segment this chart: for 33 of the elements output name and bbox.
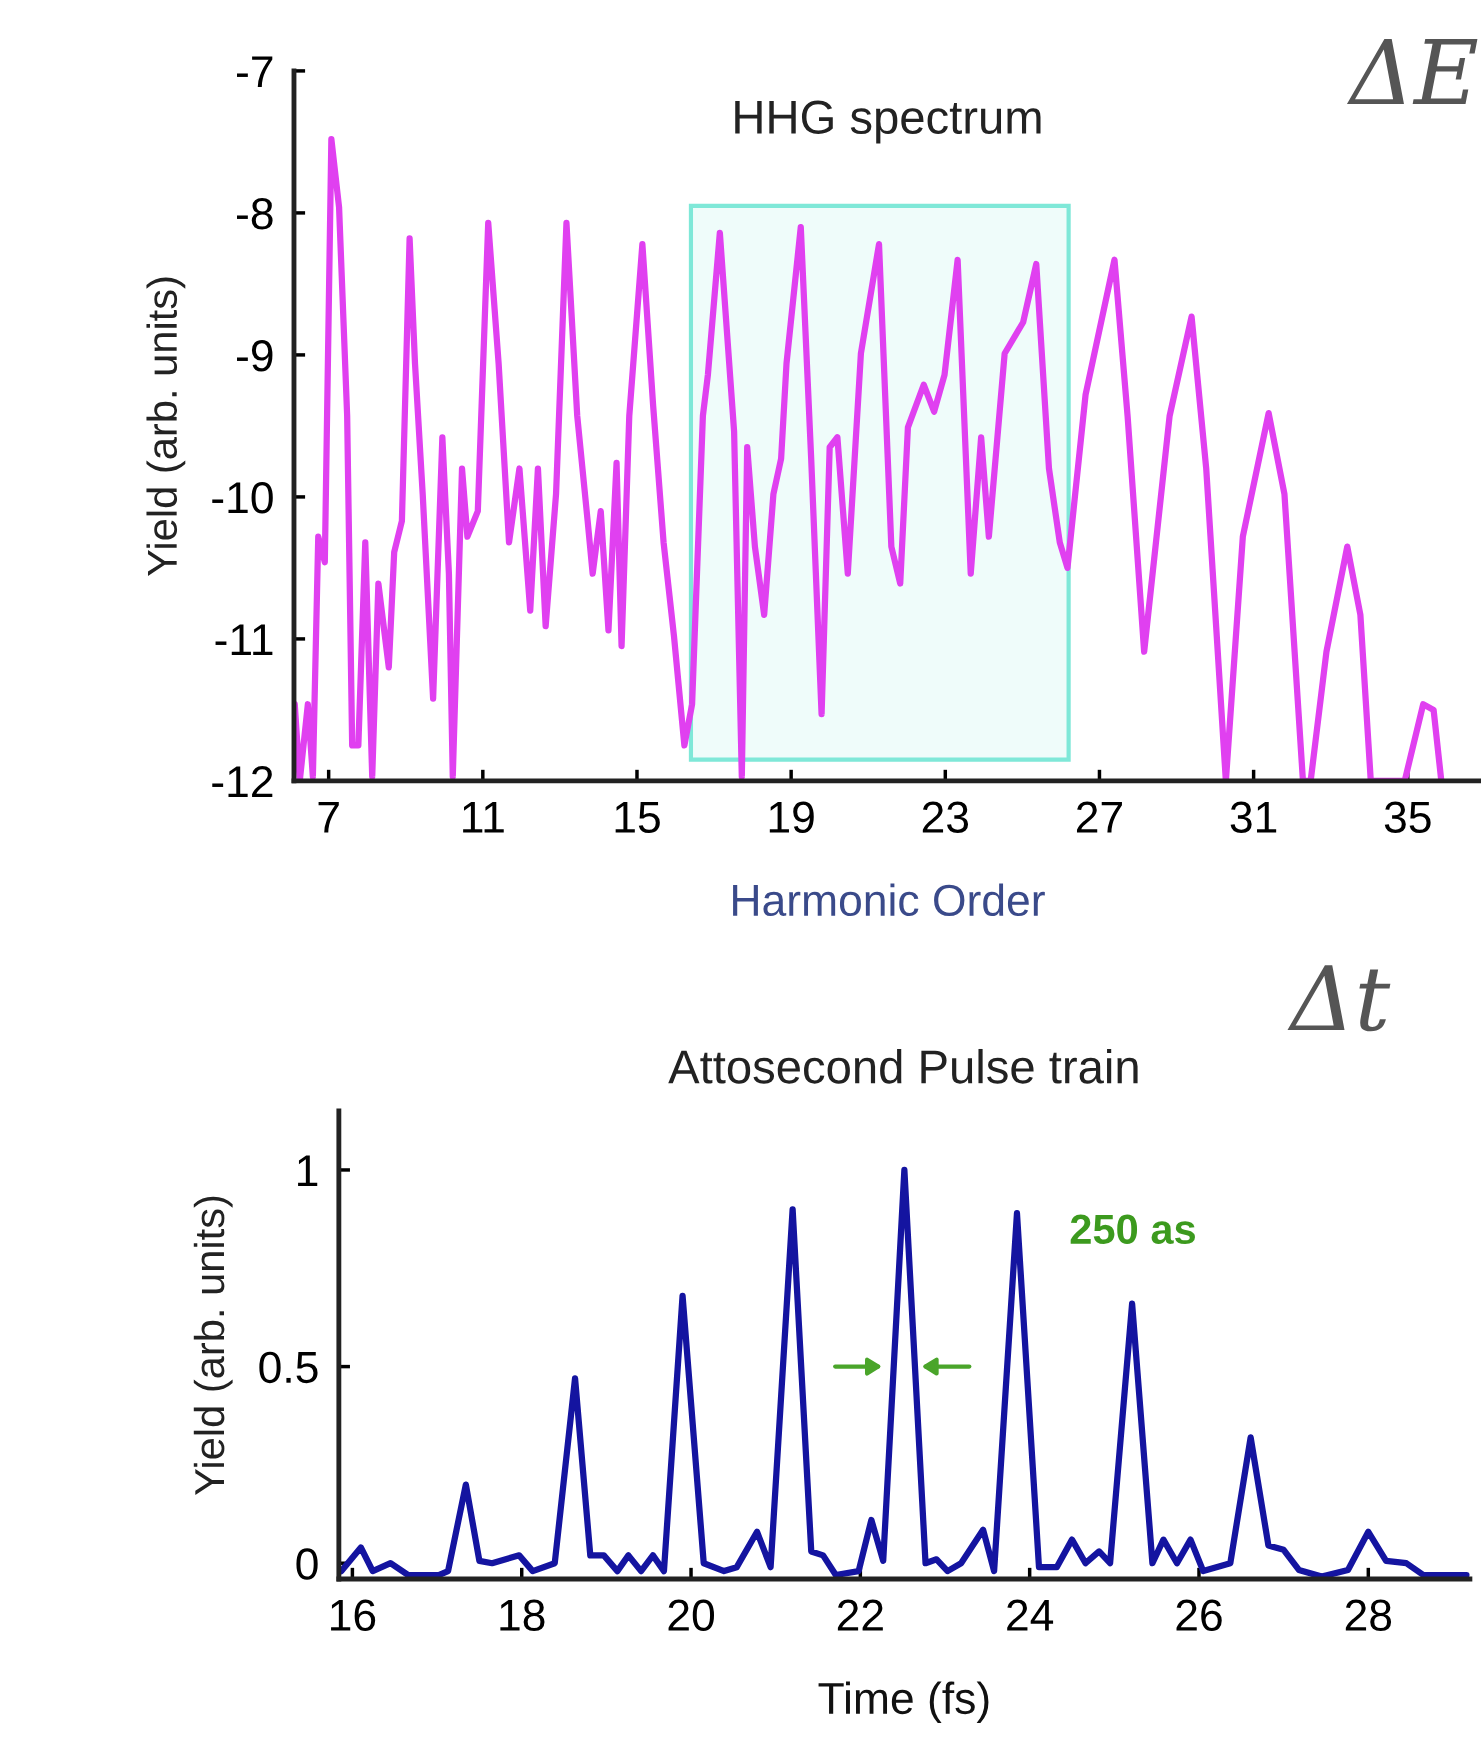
- x-tick-label: 35: [1384, 801, 1431, 834]
- x-tick-label: 16: [331, 1599, 376, 1632]
- x-tick-label: 27: [1076, 801, 1122, 833]
- y-axis-title: Yield (arb. units): [193, 1196, 233, 1495]
- x-tick-label: 24: [1007, 1599, 1054, 1631]
- y-tick-label: 0.5: [259, 1351, 318, 1384]
- x-tick-label: 26: [1176, 1599, 1222, 1632]
- text: HHG spectrum: [735, 100, 1041, 144]
- x-tick-label: 28: [1345, 1599, 1392, 1632]
- annotation: ΔE: [1346, 39, 1478, 104]
- x-tick-label: 15: [615, 802, 660, 834]
- y-tick-label: -7: [236, 56, 273, 88]
- annotation: 250 as: [1070, 1214, 1195, 1245]
- y-tick-label: -8: [236, 197, 273, 230]
- chart-title: Attosecond Pulse train: [668, 1048, 1138, 1084]
- x-tick-label: 23: [922, 801, 969, 834]
- y-tick-label: 0: [296, 1548, 318, 1580]
- x-tick-label: 18: [500, 1599, 545, 1632]
- x-tick-label: 19: [769, 801, 814, 834]
- x-tick-label: 20: [668, 1599, 715, 1632]
- x-axis-title: Time (fs): [818, 1681, 989, 1723]
- x-tick-label: 11: [463, 802, 504, 833]
- y-tick-label: 1: [298, 1155, 318, 1187]
- y-tick-label: -9: [236, 339, 273, 372]
- x-tick-label: 22: [837, 1599, 883, 1631]
- x-tick-label: 7: [318, 802, 339, 833]
- x-tick-label: 31: [1230, 801, 1277, 834]
- x-axis-title: Harmonic Order: [733, 883, 1045, 917]
- y-tick-label: -10: [212, 481, 273, 514]
- y-axis-title: Yield (arb. units): [146, 277, 186, 576]
- y-tick-label: -12: [212, 765, 273, 798]
- text: Δt: [1287, 965, 1391, 1032]
- y-tick-label: -11: [215, 624, 273, 656]
